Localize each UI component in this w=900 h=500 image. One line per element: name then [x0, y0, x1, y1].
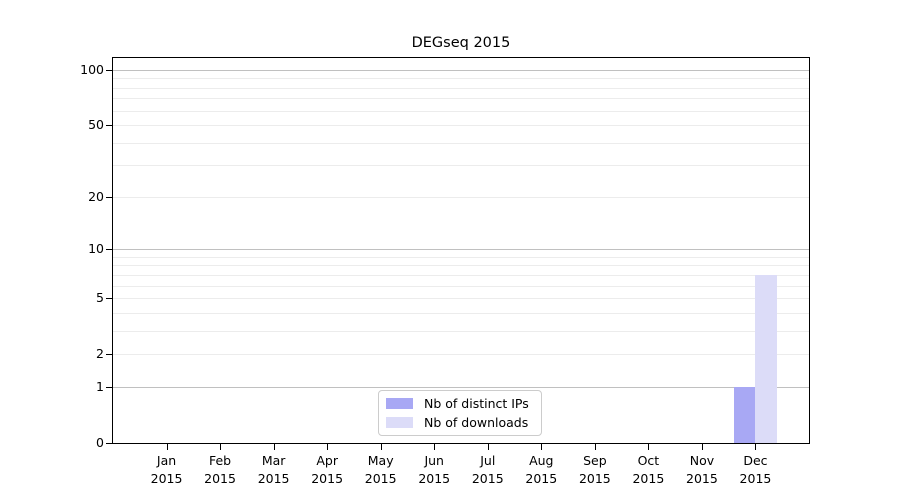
- x-tick-label: Apr 2015: [311, 453, 344, 486]
- x-tick-mark: [701, 444, 703, 450]
- x-tick-label: Jul 2015: [471, 453, 504, 486]
- y-tick-label: 1: [96, 378, 104, 394]
- x-tick-label: May 2015: [364, 453, 397, 486]
- x-tick-label: Feb 2015: [204, 453, 236, 486]
- minor-gridline: [113, 275, 809, 276]
- y-tick-label: 100: [80, 61, 104, 77]
- minor-gridline: [113, 257, 809, 258]
- x-tick-label: Nov 2015: [686, 453, 718, 486]
- x-tick-mark: [273, 444, 275, 450]
- bar-dec-distinct-ips: [733, 386, 756, 443]
- y-tick-label: 20: [88, 188, 104, 204]
- minor-gridline: [113, 98, 809, 99]
- x-tick-mark: [434, 444, 436, 450]
- minor-gridline: [113, 354, 809, 355]
- minor-gridline: [113, 88, 809, 89]
- legend-item-distinct-ips: Nb of distinct IPs: [386, 396, 541, 411]
- minor-gridline: [113, 286, 809, 287]
- minor-gridline: [113, 78, 809, 79]
- y-tick-mark: [106, 197, 113, 198]
- legend-swatch-downloads: [386, 417, 413, 428]
- x-tick-label: Oct 2015: [632, 453, 665, 486]
- legend-swatch-distinct-ips: [386, 398, 413, 409]
- minor-gridline: [113, 165, 809, 166]
- minor-gridline: [113, 265, 809, 266]
- x-tick-label: Aug 2015: [525, 453, 558, 486]
- x-tick-label: Jan 2015: [150, 453, 183, 486]
- legend-label-distinct-ips: Nb of distinct IPs: [424, 396, 529, 411]
- x-tick-label: Sep 2015: [578, 453, 611, 486]
- y-tick-label: 2: [96, 346, 104, 362]
- plot-area: Nb of distinct IPs Nb of downloads: [112, 57, 810, 444]
- y-tick-mark: [106, 125, 113, 126]
- legend-label-downloads: Nb of downloads: [424, 415, 529, 430]
- chart-title: DEGseq 2015: [411, 35, 511, 51]
- minor-gridline: [113, 331, 809, 332]
- x-tick-label: Jun 2015: [418, 453, 451, 486]
- minor-gridline: [113, 111, 809, 112]
- y-tick-label: 50: [88, 117, 104, 133]
- x-tick-mark: [541, 444, 543, 450]
- x-tick-mark: [755, 444, 757, 450]
- x-tick-mark: [648, 444, 650, 450]
- major-gridline: [113, 249, 809, 250]
- x-tick-label: Dec 2015: [739, 453, 772, 486]
- x-tick-mark: [327, 444, 329, 450]
- major-gridline: [113, 387, 809, 388]
- y-tick-mark: [106, 354, 113, 355]
- y-tick-mark: [106, 298, 113, 299]
- x-tick-mark: [594, 444, 596, 450]
- y-tick-mark: [106, 443, 113, 444]
- y-tick-mark: [106, 249, 113, 250]
- minor-gridline: [113, 313, 809, 314]
- minor-gridline: [113, 298, 809, 299]
- y-tick-label: 5: [96, 290, 104, 306]
- y-tick-mark: [106, 387, 113, 388]
- bar-dec-downloads: [755, 274, 777, 443]
- x-tick-mark: [166, 444, 168, 450]
- y-tick-mark: [106, 70, 113, 71]
- minor-gridline: [113, 197, 809, 198]
- legend: Nb of distinct IPs Nb of downloads: [378, 390, 542, 436]
- legend-item-downloads: Nb of downloads: [386, 415, 541, 430]
- x-tick-mark: [220, 444, 222, 450]
- x-tick-mark: [380, 444, 382, 450]
- x-tick-mark: [487, 444, 489, 450]
- x-tick-label: Mar 2015: [257, 453, 290, 486]
- y-tick-label: 0: [96, 435, 104, 450]
- major-gridline: [113, 70, 809, 71]
- y-tick-label: 10: [88, 241, 104, 257]
- minor-gridline: [113, 125, 809, 126]
- minor-gridline: [113, 143, 809, 144]
